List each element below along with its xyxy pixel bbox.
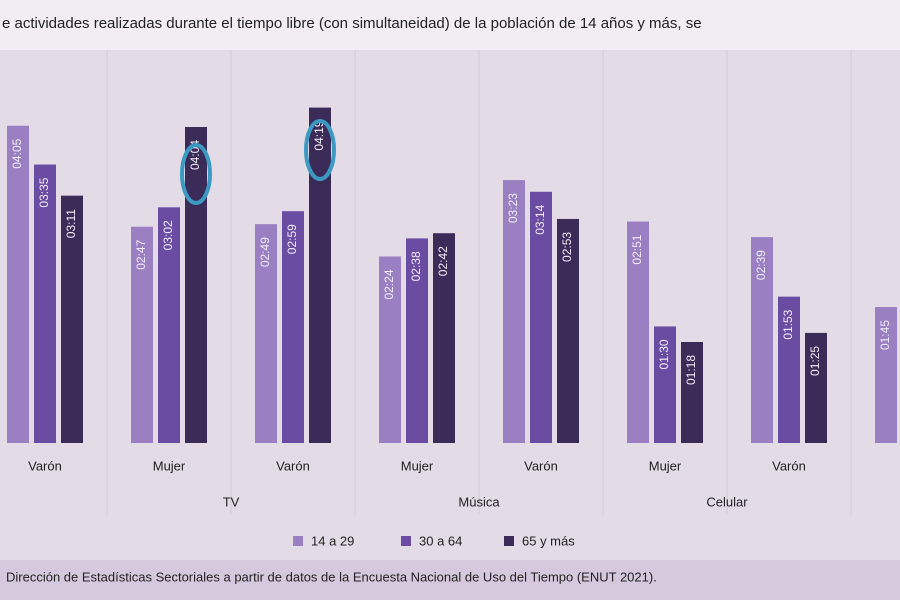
group-label: TV	[223, 494, 240, 509]
bar	[875, 307, 897, 443]
value-label: 01:45	[878, 320, 892, 350]
source-band	[0, 560, 900, 600]
bar	[131, 226, 153, 443]
bar	[406, 238, 428, 443]
bar	[255, 224, 277, 443]
value-label: 02:39	[754, 250, 768, 280]
value-label: 03:14	[533, 204, 547, 234]
x-tick-label: Mujer	[153, 458, 186, 473]
value-label: 02:24	[382, 269, 396, 299]
bar	[681, 341, 703, 443]
title-band	[0, 0, 900, 50]
value-label: 03:02	[161, 220, 175, 250]
chart-title: e actividades realizadas durante el tiem…	[2, 15, 702, 32]
value-label: 03:35	[37, 177, 51, 207]
bar	[185, 127, 207, 444]
x-tick-label: Mujer	[401, 458, 434, 473]
x-tick-label: Varón	[28, 458, 62, 473]
x-tick-label: Varón	[524, 458, 558, 473]
value-label: 02:51	[630, 234, 644, 264]
bar	[282, 211, 304, 443]
highlight-circle	[180, 143, 212, 205]
value-label: 01:18	[684, 355, 698, 385]
value-label: 01:30	[657, 339, 671, 369]
bar	[61, 195, 83, 443]
bar	[627, 221, 649, 443]
legend-label: 30 a 64	[419, 533, 462, 548]
bar	[805, 332, 827, 443]
bar	[433, 233, 455, 443]
value-label: 03:11	[64, 209, 78, 238]
bar	[751, 237, 773, 443]
bar	[7, 125, 29, 443]
value-label: 04:05	[10, 138, 24, 168]
x-tick-label: Varón	[276, 458, 310, 473]
legend-swatch	[401, 536, 411, 546]
legend-swatch	[293, 536, 303, 546]
value-label: 02:47	[134, 239, 148, 269]
legend-label: 14 a 29	[311, 533, 354, 548]
value-label: 02:59	[285, 224, 299, 254]
value-label: 02:42	[436, 246, 450, 276]
value-label: 01:25	[808, 346, 822, 376]
legend-label: 65 y más	[522, 533, 575, 548]
bar	[379, 256, 401, 443]
bar	[654, 326, 676, 443]
value-label: 02:53	[560, 232, 574, 262]
bar	[158, 207, 180, 443]
bar	[557, 218, 579, 443]
bar	[34, 164, 56, 443]
group-label: Música	[458, 494, 500, 509]
bar	[530, 191, 552, 443]
highlight-circle	[304, 119, 336, 181]
value-label: 04:19	[312, 120, 326, 150]
bar	[309, 107, 331, 443]
legend-swatch	[504, 536, 514, 546]
bar	[778, 296, 800, 443]
value-label: 02:49	[258, 237, 272, 267]
value-label: 03:23	[506, 193, 520, 223]
source-note: Dirección de Estadísticas Sectoriales a …	[6, 569, 657, 584]
group-label: Celular	[706, 494, 748, 509]
x-tick-label: Varón	[772, 458, 806, 473]
bar	[503, 180, 525, 444]
value-label: 01:53	[781, 309, 795, 339]
x-tick-label: Mujer	[649, 458, 682, 473]
value-label: 02:38	[409, 251, 423, 281]
